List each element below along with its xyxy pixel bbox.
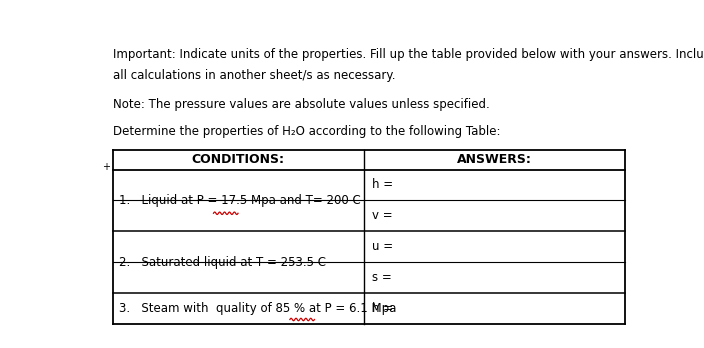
Text: Important: Indicate units of the properties. Fill up the table provided below wi: Important: Indicate units of the propert… — [113, 48, 704, 62]
Text: v =: v = — [372, 209, 392, 222]
Text: 3.   Steam with  quality of 85 % at P = 6.1 Mpa: 3. Steam with quality of 85 % at P = 6.1… — [119, 302, 396, 315]
Text: u =: u = — [372, 240, 393, 253]
Text: Determine the properties of H₂O according to the following Table:: Determine the properties of H₂O accordin… — [113, 125, 500, 138]
Text: all calculations in another sheet/s as necessary.: all calculations in another sheet/s as n… — [113, 69, 395, 81]
Text: +: + — [102, 162, 110, 172]
Text: CONDITIONS:: CONDITIONS: — [191, 153, 284, 166]
Text: Note: The pressure values are absolute values unless specified.: Note: The pressure values are absolute v… — [113, 98, 489, 111]
Text: s =: s = — [372, 271, 391, 284]
Text: 2.   Saturated liquid at T = 253.5 C: 2. Saturated liquid at T = 253.5 C — [119, 255, 326, 269]
Text: h =: h = — [372, 302, 393, 315]
Text: ANSWERS:: ANSWERS: — [457, 153, 532, 166]
Text: 1.   Liquid at P = 17.5 Mpa and T= 200 C: 1. Liquid at P = 17.5 Mpa and T= 200 C — [119, 194, 361, 207]
Text: h =: h = — [372, 179, 393, 191]
